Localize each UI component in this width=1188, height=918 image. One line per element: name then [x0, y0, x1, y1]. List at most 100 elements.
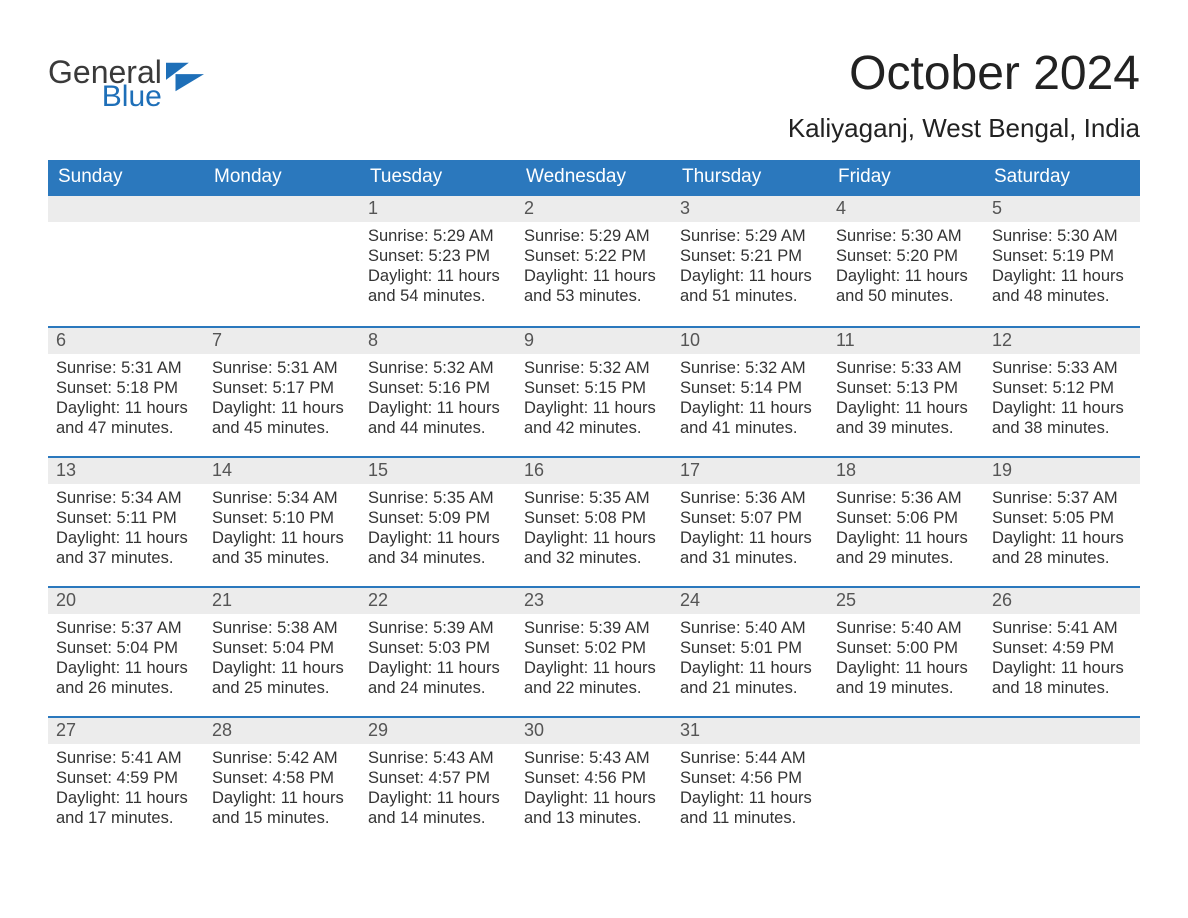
sunrise-text: Sunrise: 5:32 AM	[524, 358, 664, 378]
daylight-text: Daylight: 11 hours and 31 minutes.	[680, 528, 820, 568]
day-number: 19	[984, 458, 1140, 484]
day-number: 9	[516, 328, 672, 354]
day-number: 1	[360, 196, 516, 222]
sunrise-text: Sunrise: 5:29 AM	[368, 226, 508, 246]
calendar-day-cell: 10Sunrise: 5:32 AMSunset: 5:14 PMDayligh…	[672, 326, 828, 456]
day-details: Sunrise: 5:43 AMSunset: 4:56 PMDaylight:…	[516, 744, 672, 837]
calendar-empty-cell	[984, 716, 1140, 846]
sunset-text: Sunset: 4:57 PM	[368, 768, 508, 788]
sunrise-text: Sunrise: 5:37 AM	[56, 618, 196, 638]
sunset-text: Sunset: 5:09 PM	[368, 508, 508, 528]
location-subtitle: Kaliyaganj, West Bengal, India	[788, 113, 1140, 144]
daylight-text: Daylight: 11 hours and 18 minutes.	[992, 658, 1132, 698]
daylight-text: Daylight: 11 hours and 47 minutes.	[56, 398, 196, 438]
day-details: Sunrise: 5:37 AMSunset: 5:05 PMDaylight:…	[984, 484, 1140, 577]
weekday-header: Saturday	[984, 160, 1140, 196]
day-details: Sunrise: 5:30 AMSunset: 5:19 PMDaylight:…	[984, 222, 1140, 315]
day-details: Sunrise: 5:36 AMSunset: 5:06 PMDaylight:…	[828, 484, 984, 577]
daylight-text: Daylight: 11 hours and 39 minutes.	[836, 398, 976, 438]
daylight-text: Daylight: 11 hours and 13 minutes.	[524, 788, 664, 828]
sunset-text: Sunset: 5:06 PM	[836, 508, 976, 528]
day-details: Sunrise: 5:31 AMSunset: 5:18 PMDaylight:…	[48, 354, 204, 447]
day-details: Sunrise: 5:44 AMSunset: 4:56 PMDaylight:…	[672, 744, 828, 837]
sunset-text: Sunset: 5:07 PM	[680, 508, 820, 528]
sunset-text: Sunset: 5:01 PM	[680, 638, 820, 658]
day-details: Sunrise: 5:32 AMSunset: 5:16 PMDaylight:…	[360, 354, 516, 447]
daylight-text: Daylight: 11 hours and 50 minutes.	[836, 266, 976, 306]
calendar-day-cell: 24Sunrise: 5:40 AMSunset: 5:01 PMDayligh…	[672, 586, 828, 716]
sunset-text: Sunset: 5:10 PM	[212, 508, 352, 528]
day-number: 2	[516, 196, 672, 222]
calendar-day-cell: 22Sunrise: 5:39 AMSunset: 5:03 PMDayligh…	[360, 586, 516, 716]
sunrise-text: Sunrise: 5:42 AM	[212, 748, 352, 768]
brand-logo: General Blue	[48, 56, 204, 112]
day-number: 30	[516, 718, 672, 744]
day-number: 4	[828, 196, 984, 222]
sunrise-text: Sunrise: 5:36 AM	[836, 488, 976, 508]
daylight-text: Daylight: 11 hours and 42 minutes.	[524, 398, 664, 438]
sunset-text: Sunset: 5:00 PM	[836, 638, 976, 658]
calendar-day-cell: 29Sunrise: 5:43 AMSunset: 4:57 PMDayligh…	[360, 716, 516, 846]
sunrise-text: Sunrise: 5:30 AM	[992, 226, 1132, 246]
weekday-header: Monday	[204, 160, 360, 196]
day-details: Sunrise: 5:32 AMSunset: 5:15 PMDaylight:…	[516, 354, 672, 447]
calendar-day-cell: 2Sunrise: 5:29 AMSunset: 5:22 PMDaylight…	[516, 196, 672, 326]
sunrise-text: Sunrise: 5:41 AM	[56, 748, 196, 768]
daylight-text: Daylight: 11 hours and 17 minutes.	[56, 788, 196, 828]
sunrise-text: Sunrise: 5:32 AM	[368, 358, 508, 378]
sunrise-text: Sunrise: 5:36 AM	[680, 488, 820, 508]
day-details: Sunrise: 5:39 AMSunset: 5:02 PMDaylight:…	[516, 614, 672, 707]
weekday-header: Wednesday	[516, 160, 672, 196]
day-number: 5	[984, 196, 1140, 222]
sunrise-text: Sunrise: 5:44 AM	[680, 748, 820, 768]
brand-name-part2: Blue	[48, 82, 162, 112]
day-number: 10	[672, 328, 828, 354]
day-number	[48, 196, 204, 222]
daylight-text: Daylight: 11 hours and 51 minutes.	[680, 266, 820, 306]
weekday-header: Friday	[828, 160, 984, 196]
day-number: 31	[672, 718, 828, 744]
day-number: 24	[672, 588, 828, 614]
day-details: Sunrise: 5:40 AMSunset: 5:01 PMDaylight:…	[672, 614, 828, 707]
calendar-day-cell: 28Sunrise: 5:42 AMSunset: 4:58 PMDayligh…	[204, 716, 360, 846]
day-details: Sunrise: 5:33 AMSunset: 5:13 PMDaylight:…	[828, 354, 984, 447]
calendar-day-cell: 6Sunrise: 5:31 AMSunset: 5:18 PMDaylight…	[48, 326, 204, 456]
day-number	[204, 196, 360, 222]
calendar-day-cell: 20Sunrise: 5:37 AMSunset: 5:04 PMDayligh…	[48, 586, 204, 716]
sunset-text: Sunset: 5:23 PM	[368, 246, 508, 266]
calendar-day-cell: 4Sunrise: 5:30 AMSunset: 5:20 PMDaylight…	[828, 196, 984, 326]
daylight-text: Daylight: 11 hours and 29 minutes.	[836, 528, 976, 568]
daylight-text: Daylight: 11 hours and 21 minutes.	[680, 658, 820, 698]
day-details: Sunrise: 5:33 AMSunset: 5:12 PMDaylight:…	[984, 354, 1140, 447]
daylight-text: Daylight: 11 hours and 11 minutes.	[680, 788, 820, 828]
day-number: 20	[48, 588, 204, 614]
day-details: Sunrise: 5:35 AMSunset: 5:09 PMDaylight:…	[360, 484, 516, 577]
sunset-text: Sunset: 5:08 PM	[524, 508, 664, 528]
calendar-day-cell: 9Sunrise: 5:32 AMSunset: 5:15 PMDaylight…	[516, 326, 672, 456]
calendar-empty-cell	[828, 716, 984, 846]
day-number: 28	[204, 718, 360, 744]
day-number: 23	[516, 588, 672, 614]
calendar-day-cell: 5Sunrise: 5:30 AMSunset: 5:19 PMDaylight…	[984, 196, 1140, 326]
calendar-day-cell: 23Sunrise: 5:39 AMSunset: 5:02 PMDayligh…	[516, 586, 672, 716]
calendar-week-row: 27Sunrise: 5:41 AMSunset: 4:59 PMDayligh…	[48, 716, 1140, 846]
daylight-text: Daylight: 11 hours and 22 minutes.	[524, 658, 664, 698]
calendar-day-cell: 15Sunrise: 5:35 AMSunset: 5:09 PMDayligh…	[360, 456, 516, 586]
calendar-day-cell: 3Sunrise: 5:29 AMSunset: 5:21 PMDaylight…	[672, 196, 828, 326]
calendar-day-cell: 7Sunrise: 5:31 AMSunset: 5:17 PMDaylight…	[204, 326, 360, 456]
daylight-text: Daylight: 11 hours and 41 minutes.	[680, 398, 820, 438]
calendar-day-cell: 17Sunrise: 5:36 AMSunset: 5:07 PMDayligh…	[672, 456, 828, 586]
brand-flag-icon	[166, 62, 204, 92]
sunset-text: Sunset: 5:14 PM	[680, 378, 820, 398]
day-number: 25	[828, 588, 984, 614]
sunset-text: Sunset: 5:03 PM	[368, 638, 508, 658]
calendar-day-cell: 13Sunrise: 5:34 AMSunset: 5:11 PMDayligh…	[48, 456, 204, 586]
sunrise-text: Sunrise: 5:35 AM	[368, 488, 508, 508]
day-details: Sunrise: 5:32 AMSunset: 5:14 PMDaylight:…	[672, 354, 828, 447]
day-number: 3	[672, 196, 828, 222]
sunrise-text: Sunrise: 5:40 AM	[680, 618, 820, 638]
day-details: Sunrise: 5:42 AMSunset: 4:58 PMDaylight:…	[204, 744, 360, 837]
sunrise-text: Sunrise: 5:31 AM	[212, 358, 352, 378]
sunset-text: Sunset: 5:05 PM	[992, 508, 1132, 528]
sunset-text: Sunset: 5:18 PM	[56, 378, 196, 398]
